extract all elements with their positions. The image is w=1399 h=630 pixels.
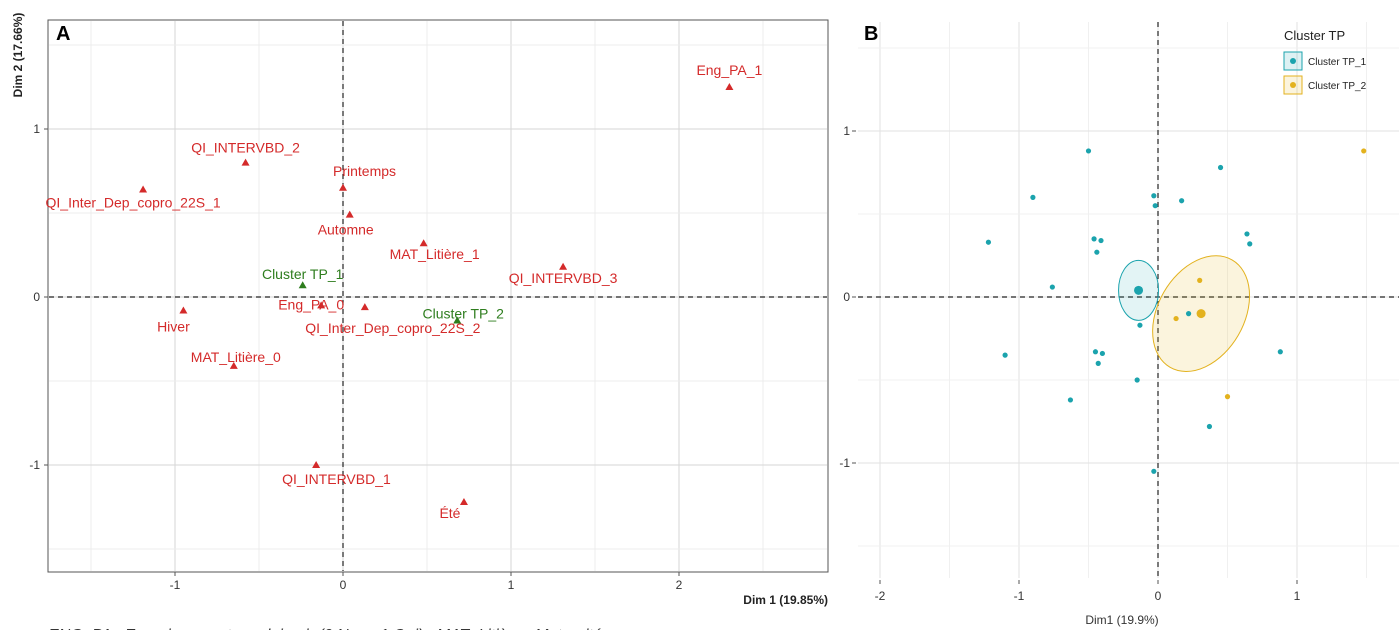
legend-items: Cluster TP_1 Cluster TP_2 xyxy=(1283,51,1367,95)
scatter-point xyxy=(1185,311,1192,317)
scatter-point xyxy=(1137,322,1143,328)
scatter-point xyxy=(1067,397,1074,403)
scatter-point xyxy=(1151,193,1157,199)
scatter-point xyxy=(1049,284,1055,290)
point-label: Automne xyxy=(318,222,374,238)
point-marker xyxy=(139,185,148,193)
panel-a-x-axis-title: Dim 1 (19.85%) xyxy=(743,593,828,607)
point-marker xyxy=(459,497,468,505)
x-tick-label: 0 xyxy=(340,578,347,592)
scatter-point xyxy=(1134,377,1140,383)
scatter-point xyxy=(1173,315,1179,322)
x-tick-label: 0 xyxy=(1155,589,1162,603)
panel-b-axes xyxy=(858,22,1399,578)
point-marker xyxy=(317,301,326,309)
panel-a-y-axis-title: Dim 2 (17.66%) xyxy=(11,13,25,98)
point-label: QI_INTERVBD_1 xyxy=(282,471,391,487)
y-tick-label: 1 xyxy=(843,124,850,138)
scatter-point xyxy=(985,239,992,245)
panel-b-letter: B xyxy=(864,23,878,45)
scatter-point xyxy=(1094,249,1100,255)
x-tick-label: 1 xyxy=(1294,589,1301,603)
x-tick-label: -1 xyxy=(170,578,181,592)
scatter-point xyxy=(1247,241,1253,247)
panel-b-points xyxy=(985,148,1367,474)
scatter-point xyxy=(1179,198,1185,204)
point-label: Eng_PA_1 xyxy=(696,62,762,78)
panel-b-x-axis-title: Dim1 (19.9%) xyxy=(1085,613,1158,627)
scatter-point xyxy=(1095,360,1101,366)
point-label: QI_Inter_Dep_copro_22S_1 xyxy=(46,194,221,210)
y-tick-label: 1 xyxy=(33,122,40,136)
legend-title: Cluster TP xyxy=(1284,28,1345,43)
x-tick-label: -1 xyxy=(1014,589,1025,603)
scatter-point xyxy=(1085,148,1092,154)
point-marker xyxy=(312,461,321,468)
point-label: Printemps xyxy=(333,163,396,179)
panel-a-points: Eng_PA_1 QI_INTERVBD_2 Printemps QI_Inter_D… xyxy=(46,62,763,521)
scatter-point xyxy=(1197,277,1203,283)
panel-a-letter: A xyxy=(56,23,70,45)
y-tick-label: -1 xyxy=(839,456,850,470)
x-tick-label: 1 xyxy=(508,578,515,592)
x-tick-label: 2 xyxy=(676,578,683,592)
scatter-point xyxy=(1152,203,1158,209)
scatter-point xyxy=(1151,468,1157,474)
y-tick-label: -1 xyxy=(29,458,40,472)
point-marker xyxy=(229,361,238,369)
point-label: QI_Inter_Dep_copro_22S_2 xyxy=(305,320,480,336)
cluster-centroid xyxy=(1134,285,1144,295)
scatter-point xyxy=(1098,237,1104,244)
point-label: QI_INTERVBD_3 xyxy=(509,270,618,286)
scatter-point xyxy=(1206,423,1213,430)
panel-a-ticks: -1 0 1 2 -1 0 1 xyxy=(29,122,682,592)
point-marker xyxy=(339,183,347,191)
scatter-point xyxy=(1030,194,1036,200)
point-label: Cluster TP_2 xyxy=(423,306,505,322)
point-marker xyxy=(298,281,307,289)
legend-key-dot xyxy=(1290,82,1296,88)
y-tick-label: 0 xyxy=(33,290,40,304)
panel-a-frame xyxy=(47,19,829,573)
legend-label: Cluster TP_1 xyxy=(1308,57,1367,68)
point-marker xyxy=(360,303,369,311)
scatter-point xyxy=(1099,350,1105,357)
point-marker xyxy=(725,83,734,90)
point-marker xyxy=(345,210,354,218)
point-label: MAT_Litière_0 xyxy=(191,349,281,365)
legend-label: Cluster TP_2 xyxy=(1308,81,1367,92)
point-label: Hiver xyxy=(157,318,190,334)
point-marker xyxy=(453,316,462,324)
point-label: Eng_PA_0 xyxy=(278,296,344,312)
scatter-point xyxy=(1244,231,1250,237)
scatter-point xyxy=(1092,349,1099,355)
panel-b-legend: Cluster TP Cluster TP_1 Cluster TP_2 xyxy=(1283,28,1367,95)
panel-b: -2 -1 0 1 -1 0 1 B Dim1 (19.9%) Cluster TP Clu… xyxy=(839,20,1399,627)
panel-b-ticks: -2 -1 0 1 -1 0 1 xyxy=(839,124,1300,603)
scatter-point xyxy=(1091,236,1097,242)
scatter-point xyxy=(1361,148,1367,154)
panel-a: -1 0 1 2 -1 0 1 Eng_PA_1 QI_INTERVBD_2 Printemps… xyxy=(11,13,829,607)
scatter-point xyxy=(1002,352,1008,358)
panel-b-background xyxy=(858,20,1399,580)
panel-a-axes xyxy=(49,21,827,571)
y-tick-label: 0 xyxy=(843,290,850,304)
point-label: Été xyxy=(439,505,460,521)
point-label: QI_INTERVBD_2 xyxy=(191,140,300,156)
x-tick-label: -2 xyxy=(875,589,886,603)
point-marker xyxy=(179,306,188,314)
point-label: MAT_Litière_1 xyxy=(390,246,480,262)
scatter-point xyxy=(1277,349,1283,355)
scatter-point xyxy=(1224,394,1231,400)
scatter-point xyxy=(1217,164,1224,171)
point-marker xyxy=(241,158,250,166)
point-marker xyxy=(419,239,428,247)
legend-key-dot xyxy=(1290,58,1296,64)
cluster-centroid xyxy=(1196,309,1206,319)
footnote: ENG_PA : Engraissement en plein air (0 N… xyxy=(48,627,602,630)
point-marker xyxy=(559,262,568,270)
point-label: Cluster TP_1 xyxy=(262,266,344,282)
